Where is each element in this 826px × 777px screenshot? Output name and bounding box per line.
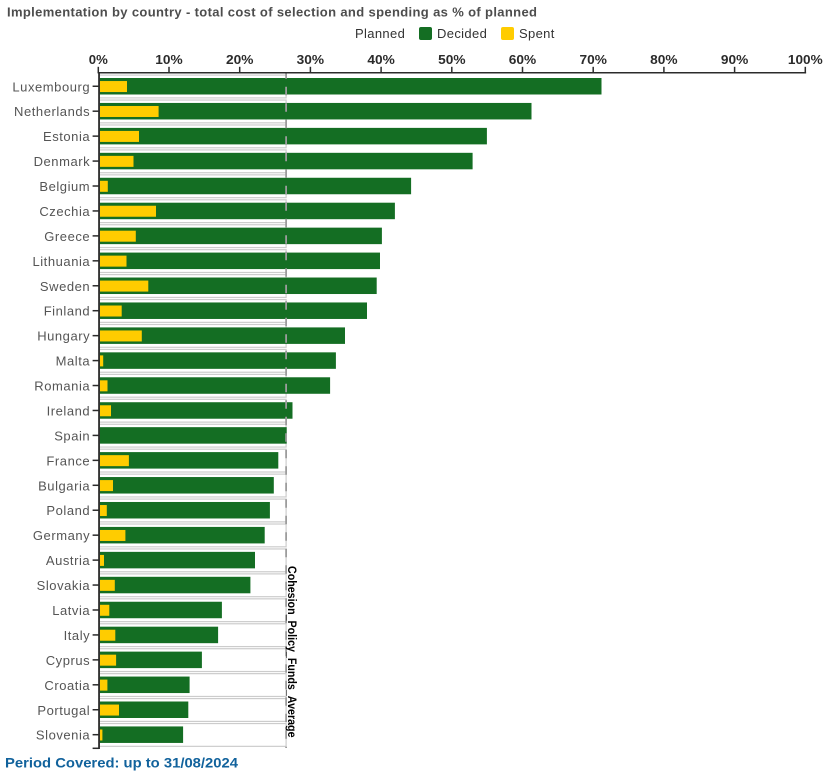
- svg-text:Greece: Greece: [44, 229, 90, 244]
- svg-text:Estonia: Estonia: [43, 129, 90, 144]
- svg-text:Finland: Finland: [44, 304, 91, 319]
- svg-text:Lithuania: Lithuania: [32, 254, 90, 269]
- svg-text:Slovenia: Slovenia: [36, 728, 90, 743]
- svg-text:Czechia: Czechia: [39, 204, 90, 219]
- svg-text:50%: 50%: [438, 52, 466, 67]
- svg-text:Croatia: Croatia: [44, 678, 90, 693]
- svg-text:Ireland: Ireland: [47, 403, 91, 418]
- svg-text:0%: 0%: [89, 52, 108, 67]
- svg-text:Cohesion_Policy_Funds_Average: Cohesion_Policy_Funds_Average: [285, 566, 299, 738]
- svg-text:Denmark: Denmark: [34, 154, 91, 169]
- svg-text:France: France: [46, 453, 90, 468]
- svg-text:Spain: Spain: [54, 428, 90, 443]
- svg-text:70%: 70%: [580, 52, 608, 67]
- svg-text:Decided: Decided: [437, 26, 487, 41]
- svg-text:100%: 100%: [788, 52, 823, 67]
- svg-text:Latvia: Latvia: [52, 603, 90, 618]
- svg-text:Poland: Poland: [46, 503, 90, 518]
- svg-text:Hungary: Hungary: [37, 329, 90, 344]
- svg-text:Belgium: Belgium: [39, 179, 90, 194]
- svg-text:Netherlands: Netherlands: [14, 104, 90, 119]
- svg-text:Period Covered: up to 31/08/20: Period Covered: up to 31/08/2024: [5, 755, 238, 771]
- svg-text:Spent: Spent: [519, 26, 555, 41]
- svg-text:Austria: Austria: [46, 553, 91, 568]
- svg-text:90%: 90%: [721, 52, 749, 67]
- svg-text:Romania: Romania: [34, 379, 90, 394]
- svg-text:30%: 30%: [297, 52, 325, 67]
- svg-text:Slovakia: Slovakia: [37, 578, 91, 593]
- svg-text:20%: 20%: [226, 52, 254, 67]
- svg-text:60%: 60%: [509, 52, 537, 67]
- svg-text:Portugal: Portugal: [37, 703, 90, 718]
- svg-text:Planned: Planned: [355, 26, 405, 41]
- svg-text:40%: 40%: [367, 52, 395, 67]
- svg-text:10%: 10%: [155, 52, 183, 67]
- svg-text:Germany: Germany: [33, 528, 90, 543]
- svg-text:Malta: Malta: [56, 354, 91, 369]
- svg-text:Italy: Italy: [64, 628, 91, 643]
- svg-text:Bulgaria: Bulgaria: [38, 478, 90, 493]
- svg-text:Luxembourg: Luxembourg: [12, 79, 90, 94]
- svg-text:Cyprus: Cyprus: [46, 653, 90, 668]
- svg-text:Implementation by country - to: Implementation by country - total cost o…: [7, 5, 537, 20]
- svg-text:Sweden: Sweden: [40, 279, 90, 294]
- svg-text:80%: 80%: [650, 52, 678, 67]
